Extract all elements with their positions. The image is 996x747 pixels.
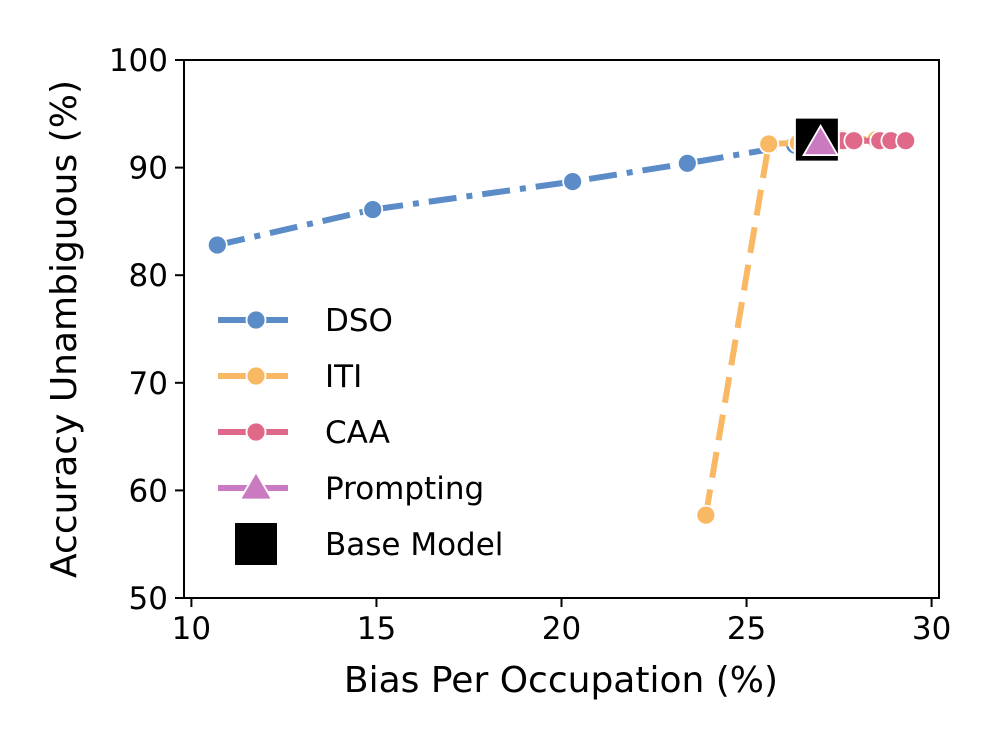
series-layer [206, 116, 917, 526]
data-point-caa [843, 130, 865, 152]
x-tick-label: 10 [172, 611, 211, 647]
series-dso [206, 134, 806, 256]
data-point-dso [562, 171, 584, 192]
legend-item-dso: DSO [218, 303, 393, 339]
x-tick-label: 15 [357, 611, 396, 647]
series-line-iti [702, 135, 884, 516]
y-tick-label: 70 [129, 366, 168, 402]
y-tick-label: 60 [129, 473, 168, 509]
legend-label-dso: DSO [325, 303, 393, 339]
x-tick-label: 25 [727, 611, 766, 647]
x-tick-label: 30 [912, 611, 951, 647]
data-point-iti [695, 504, 717, 526]
data-point-caa [895, 130, 917, 152]
legend-marker-prompting [238, 470, 274, 501]
legend-label-iti: ITI [325, 359, 362, 395]
legend-marker-dso [245, 309, 267, 331]
legend-item-prompting: Prompting [218, 470, 484, 507]
legend-label-caa: CAA [325, 415, 390, 451]
y-tick-label: 50 [129, 581, 168, 617]
series-line-dso [216, 142, 796, 248]
legend: DSO ITI CAA Prompting Base Model [218, 303, 503, 567]
legend-marker-base-model [233, 521, 279, 567]
legend-marker-caa [245, 421, 267, 443]
legend-item-caa: CAA [218, 415, 390, 451]
y-tick-label: 80 [129, 258, 168, 294]
series-prompting [802, 124, 840, 156]
legend-marker-iti [245, 365, 267, 387]
x-tick-label: 20 [542, 611, 581, 647]
data-point-iti [758, 133, 780, 155]
y-tick-label: 90 [129, 151, 168, 187]
legend-label-base-model: Base Model [325, 527, 503, 563]
data-point-dso [676, 152, 698, 174]
x-axis-title: Bias Per Occupation (%) [344, 660, 778, 701]
legend-item-iti: ITI [218, 359, 362, 395]
data-point-dso [362, 199, 384, 220]
y-axis-title: Accuracy Unambiguous (%) [44, 80, 85, 578]
data-point-dso [206, 234, 228, 256]
legend-label-prompting: Prompting [325, 471, 484, 507]
axis-ticks: 10 15 20 25 30 50 60 70 80 90 100 [109, 43, 951, 647]
series-iti [695, 128, 894, 526]
data-point-prompting [802, 124, 840, 156]
legend-item-base-model: Base Model [233, 521, 503, 567]
y-tick-label: 100 [109, 43, 168, 79]
